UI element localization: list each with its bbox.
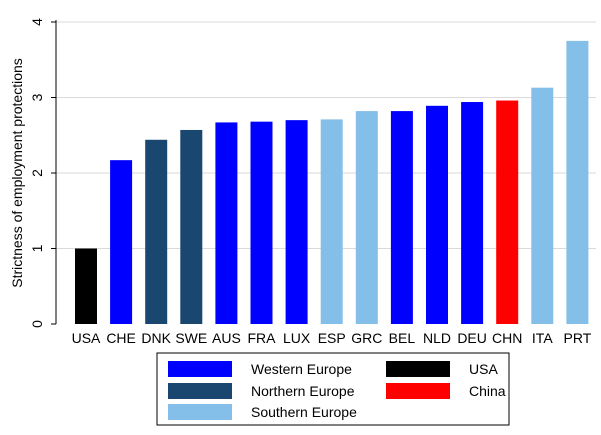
x-tick-label-usa: USA — [72, 330, 101, 346]
legend-swatch-2 — [168, 383, 232, 399]
x-tick-label-chn: CHN — [492, 330, 522, 346]
bar-grc — [355, 111, 378, 324]
bar-swe — [180, 129, 203, 324]
bar-dnk — [145, 139, 168, 324]
legend-swatch-4 — [168, 404, 232, 420]
bar-chn — [496, 100, 519, 325]
x-tick-label-lux: LUX — [283, 330, 311, 346]
x-tick-label-nld: NLD — [423, 330, 451, 346]
bar-aus — [215, 122, 238, 324]
legend-label-1: USA — [469, 361, 498, 377]
x-tick-label-bel: BEL — [389, 330, 416, 346]
bars — [75, 40, 589, 325]
x-tick-label-prt: PRT — [564, 330, 592, 346]
bar-usa — [75, 248, 97, 324]
legend-swatch-0 — [168, 361, 232, 377]
x-tick-label-dnk: DNK — [141, 330, 171, 346]
legend-label-3: China — [469, 383, 506, 399]
legend: Western Europe USA Northern Europe China Sou… — [156, 352, 510, 426]
bar-ita — [531, 87, 554, 324]
x-tick-label-che: CHE — [106, 330, 136, 346]
bar-deu — [461, 102, 484, 324]
bar-che — [110, 160, 133, 324]
bar-fra — [250, 121, 273, 324]
legend-label-4: Southern Europe — [251, 404, 357, 420]
bar-esp — [320, 119, 343, 325]
x-tick-label-grc: GRC — [351, 330, 382, 346]
legend-swatch-3 — [386, 383, 450, 399]
y-tick-label-0: 0 — [29, 320, 45, 328]
x-tick-labels: USA CHE DNK SWE AUS FRA LUX ESP GRC BEL NLD DEU CHN I… — [72, 330, 592, 346]
y-axis-label: Strictness of employment protections — [9, 58, 25, 288]
y-tick-label-2: 2 — [29, 169, 45, 177]
x-tick-label-deu: DEU — [457, 330, 487, 346]
y-tick-labels: 0 1 2 3 4 — [29, 18, 56, 328]
legend-swatch-1 — [386, 361, 450, 377]
y-tick-label-3: 3 — [29, 93, 45, 101]
legend-label-0: Western Europe — [251, 361, 352, 377]
y-tick-label-4: 4 — [29, 18, 45, 26]
bar-prt — [566, 40, 589, 324]
x-tick-label-aus: AUS — [212, 330, 241, 346]
bar-bel — [390, 111, 413, 324]
bar-nld — [426, 105, 448, 325]
legend-label-2: Northern Europe — [251, 383, 355, 399]
x-tick-label-ita: ITA — [532, 330, 553, 346]
x-tick-label-fra: FRA — [248, 330, 277, 346]
x-tick-label-esp: ESP — [318, 330, 346, 346]
y-tick-label-1: 1 — [29, 244, 45, 252]
x-tick-label-swe: SWE — [175, 330, 207, 346]
bar-lux — [285, 120, 308, 325]
